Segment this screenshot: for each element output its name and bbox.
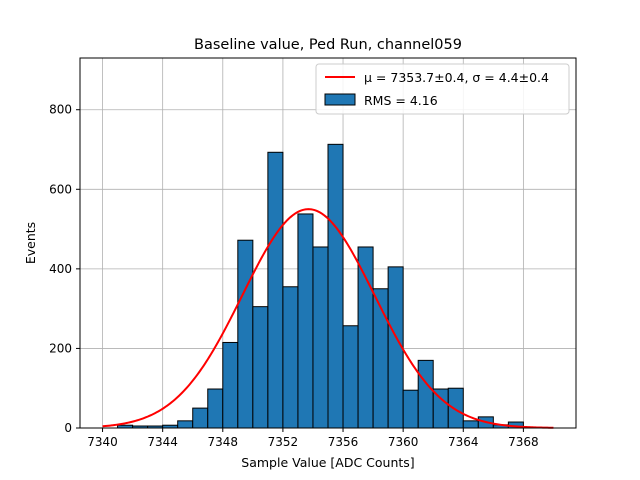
- x-axis-label: Sample Value [ADC Counts]: [241, 455, 414, 470]
- legend-box: [315, 63, 570, 115]
- histogram-bar: [342, 325, 359, 429]
- y-tick-label: 600: [49, 182, 72, 196]
- histogram-bar: [447, 387, 464, 429]
- x-tick-label: 7344: [147, 435, 178, 449]
- histogram-bar: [237, 239, 254, 429]
- x-tick-label: 7356: [328, 435, 359, 449]
- histogram-bar: [417, 359, 434, 429]
- histogram-bar: [207, 388, 224, 429]
- histogram-bar: [282, 286, 299, 429]
- legend-bar-label: RMS = 4.16: [364, 93, 438, 108]
- x-tick-label: 7352: [268, 435, 299, 449]
- histogram-bar: [402, 389, 419, 429]
- histogram-bar: [372, 288, 389, 429]
- histogram-bar: [462, 420, 479, 429]
- histogram-bar: [327, 143, 344, 429]
- chart-title: Baseline value, Ped Run, channel059: [194, 37, 462, 53]
- histogram-bar: [267, 151, 284, 429]
- x-tick-label: 7360: [388, 435, 419, 449]
- histogram-bar: [177, 420, 194, 429]
- legend-bar-swatch: [324, 93, 356, 106]
- x-tick-label: 7348: [208, 435, 239, 449]
- y-tick-label: 800: [49, 103, 72, 117]
- histogram-bar: [297, 213, 314, 429]
- y-axis-ticks: 0 200 400 600 800: [49, 103, 80, 435]
- x-tick-label: 7364: [448, 435, 479, 449]
- plot-frame: [79, 57, 577, 429]
- legend: μ = 7353.7±0.4, σ = 4.4±0.4 RMS = 4.16: [315, 63, 570, 115]
- y-axis-label: Events: [23, 222, 38, 264]
- x-tick-label: 7368: [508, 435, 539, 449]
- x-tick-label: 7340: [87, 435, 118, 449]
- fit-curve: [102, 208, 554, 429]
- histogram-bar: [222, 341, 239, 429]
- y-tick-label: 400: [49, 262, 72, 276]
- histogram-bar: [432, 388, 449, 429]
- histogram-bar: [192, 407, 209, 429]
- gaussian-fit: [102, 208, 554, 429]
- legend-fit-label: μ = 7353.7±0.4, σ = 4.4±0.4: [364, 70, 549, 85]
- histogram-bar: [252, 306, 269, 429]
- y-tick-label: 0: [64, 421, 72, 435]
- histogram-bar: [357, 246, 374, 429]
- histogram-bar: [312, 246, 329, 429]
- y-tick-label: 200: [49, 341, 72, 355]
- x-axis-ticks: 7340 7344 7348 7352 7356 7360 7364 7368: [87, 428, 539, 449]
